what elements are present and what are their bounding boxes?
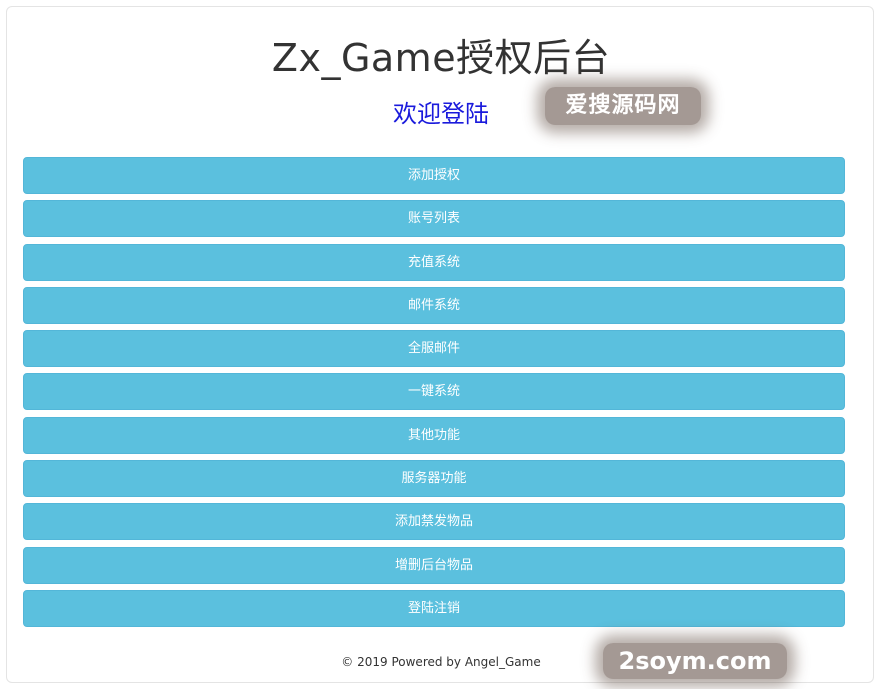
welcome-message: 欢迎登陆 xyxy=(393,100,489,128)
other-functions-button[interactable]: 其他功能 xyxy=(23,416,845,454)
footer-copyright: © 2019 Powered by Angel_Game xyxy=(341,655,541,669)
admin-panel: Zx_Game授权后台 欢迎登陆 爱搜源码网 添加授权 账号列表 充值系统 邮件… xyxy=(6,6,874,683)
one-click-system-button[interactable]: 一键系统 xyxy=(23,373,845,411)
manage-backend-items-button[interactable]: 增删后台物品 xyxy=(23,546,845,584)
menu-list: 添加授权 账号列表 充值系统 邮件系统 全服邮件 一键系统 其他功能 服务器功能… xyxy=(23,157,845,633)
server-functions-button[interactable]: 服务器功能 xyxy=(23,460,845,498)
add-banned-items-button[interactable]: 添加禁发物品 xyxy=(23,503,845,541)
page-title: Zx_Game授权后台 xyxy=(271,36,611,80)
watermark-top: 爱搜源码网 xyxy=(545,87,701,125)
account-list-button[interactable]: 账号列表 xyxy=(23,200,845,238)
logout-button[interactable]: 登陆注销 xyxy=(23,589,845,627)
mail-system-button[interactable]: 邮件系统 xyxy=(23,286,845,324)
server-wide-mail-button[interactable]: 全服邮件 xyxy=(23,330,845,368)
watermark-bottom: 2soym.com xyxy=(603,643,787,679)
recharge-system-button[interactable]: 充值系统 xyxy=(23,243,845,281)
add-license-button[interactable]: 添加授权 xyxy=(23,157,845,194)
